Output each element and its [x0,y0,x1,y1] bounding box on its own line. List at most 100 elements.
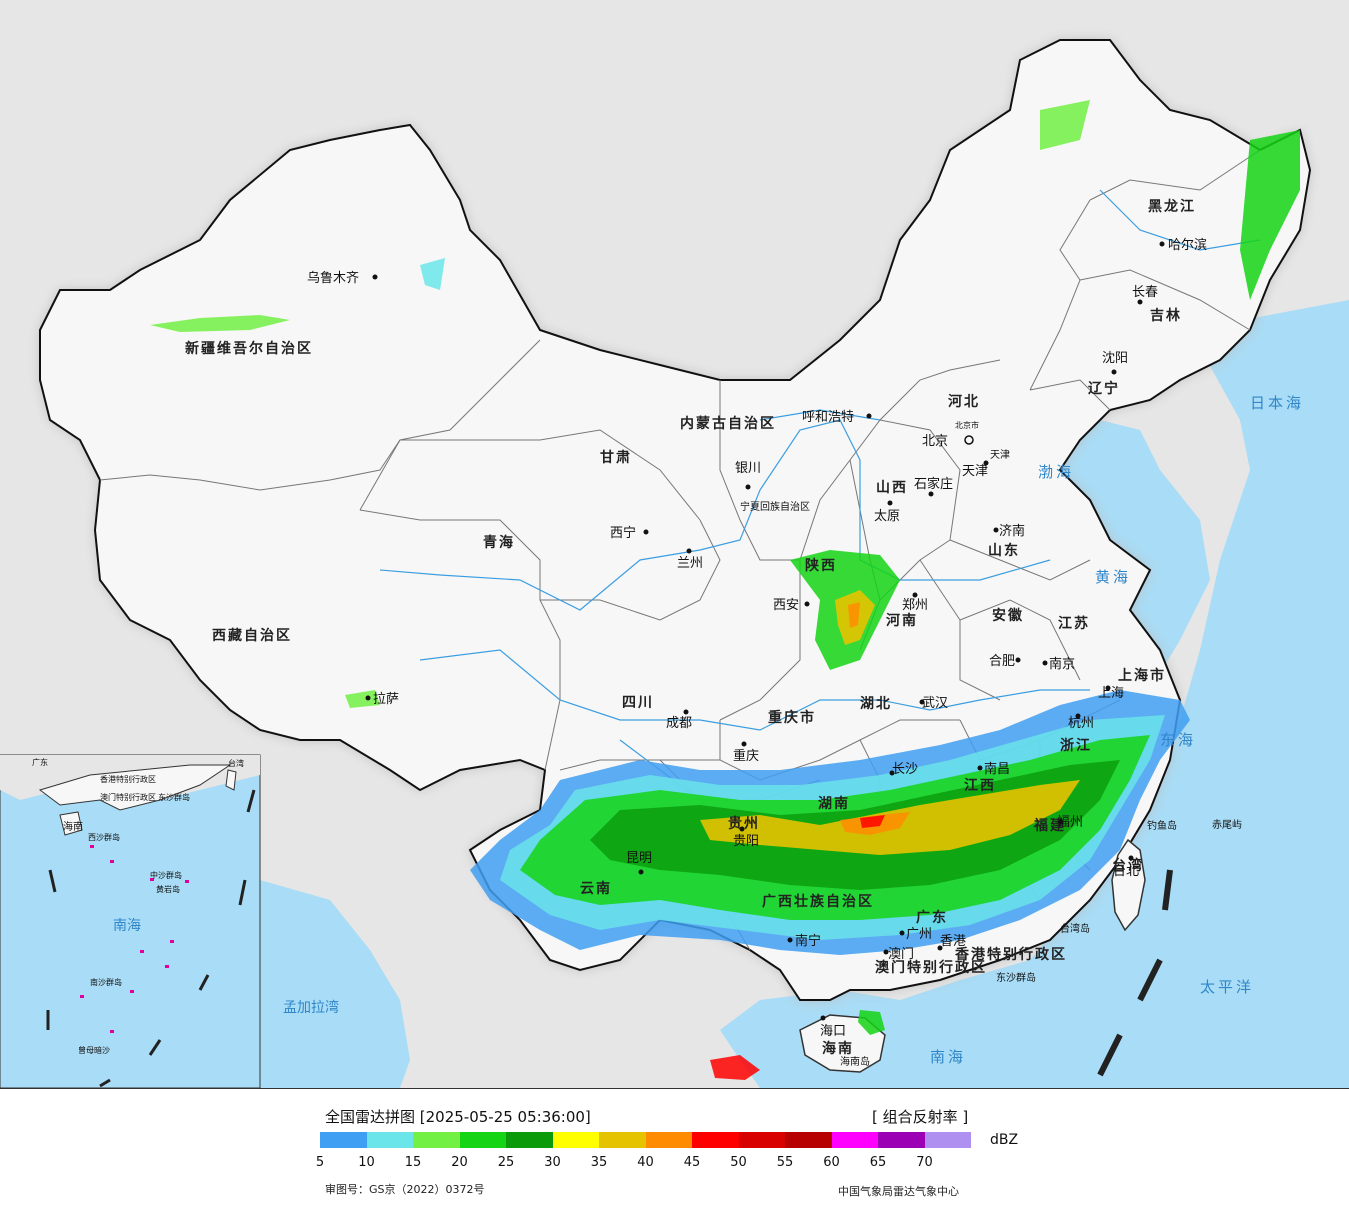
label-tianjin: 天津 [962,464,988,479]
japan-sea-area [1230,320,1349,460]
label-japan-sea: 日本海 [1250,394,1304,412]
legend-tick-label: 45 [683,1155,701,1170]
legend-color-cell [506,1132,553,1148]
label-xian: 西安 [773,598,799,613]
label-hainan: 海南 [822,1040,854,1057]
label-taiwan-island: 台湾岛 [1060,922,1090,935]
legend-color-cell [552,1132,599,1148]
label-shanghai-shi: 上海市 [1118,667,1166,684]
inset-labels: 南海 海南 广东 香港特别行政区 澳门特别行政区 东沙群岛 西沙群岛 中沙群岛 … [32,757,244,1055]
echo-hainan-red [710,1055,760,1080]
label-nanchang: 南昌 [984,761,1010,777]
inset-label-south-sea: 南海 [113,918,141,934]
label-south-china-sea: 南海 [930,1048,966,1066]
label-bay-of-bengal: 孟加拉湾 [283,999,339,1016]
legend-color-cell [831,1132,878,1148]
legend-tick-label: 30 [544,1155,561,1170]
legend-product: [ 组合反射率 ] [872,1108,969,1126]
label-taiyuan: 太原 [874,509,900,524]
echo-northeast-green [1240,130,1300,300]
legend-color-cell [320,1132,367,1148]
inset-label-zengmu: 曾母暗沙 [78,1045,110,1055]
label-xinjiang: 新疆维吾尔自治区 [185,340,313,357]
label-yellow-sea: 黄海 [1095,568,1131,586]
label-shanxi: 山西 [876,480,908,496]
taiwan-island [1111,838,1146,932]
city-labels: 乌鲁木齐 拉萨 西宁 兰州 银川 成都 昆明 呼和浩特 北京 天津 石家庄 太原… [307,237,1207,1039]
label-beijing: 北京 [922,434,948,449]
label-tianjin-prov: 天津 [990,449,1010,461]
inset-label-dongsha: 东沙群岛 [158,792,190,802]
maritime-boundary-dashes [1097,869,1173,1077]
echo-north-green [1040,100,1090,150]
legend-tick-label: 35 [590,1155,608,1170]
label-nanning: 南宁 [795,933,821,949]
inset-label-taiwan: 台湾 [228,758,244,768]
label-taiwan: 台湾 [1112,857,1144,874]
legend-tick-label: 10 [358,1155,375,1170]
echo-shaanxi-orange [848,602,860,628]
south-china-sea-inset [0,754,261,1088]
legend-color-cell [924,1132,971,1148]
label-east-china-sea: 东海 [1160,731,1196,749]
echo-south-red [860,815,885,828]
label-ningxia: 宁夏回族自治区 [740,500,810,513]
data-source: 中国气象局雷达气象中心 [838,1185,959,1198]
city-markers [365,241,1165,1021]
legend-color-cell [413,1132,460,1148]
legend-color-cell [366,1132,413,1148]
label-chengdu: 成都 [666,716,692,731]
radar-echoes [150,100,1300,1080]
radar-map: 新疆维吾尔自治区 西藏自治区 青海 甘肃 四川 云南 内蒙古自治区 宁夏回族自治… [0,0,1349,1088]
legend-color-cell [599,1132,646,1148]
hainan-island [799,1014,886,1073]
label-hunan: 湖南 [818,795,850,812]
label-dongsha-islands: 东沙群岛 [996,971,1036,984]
echo-xinjiang-green [150,315,290,332]
inset-label-hainan: 海南 [63,820,83,833]
inset-label-xisha: 西沙群岛 [88,832,120,842]
inset-label-huangyan: 黄岩岛 [156,884,180,894]
label-guangxi: 广西壮族自治区 [762,893,874,910]
label-liaoning: 辽宁 [1088,380,1120,397]
inset-label-nansha: 南沙群岛 [90,977,122,987]
label-macau: 澳门 [888,946,914,962]
legend-tick-label: 25 [497,1155,515,1170]
inset-label-macau: 澳门特别行政区 [100,792,156,802]
legend-tick-label: 50 [730,1155,747,1170]
label-heilongjiang: 黑龙江 [1148,198,1196,215]
legend-color-cell [459,1132,506,1148]
label-hongkong-sar: 香港特别行政区 [954,946,1067,963]
label-guizhou: 贵州 [728,815,760,832]
label-henan: 河南 [886,612,918,629]
label-anhui: 安徽 [992,607,1024,624]
legend-tick-label: 60 [823,1155,840,1170]
legend-color-cell [738,1132,785,1148]
label-jinan: 济南 [999,523,1025,539]
inset-label-hongkong: 香港特别行政区 [100,774,156,784]
inset-label-guangdong: 广东 [32,757,48,767]
label-changchun: 长春 [1132,285,1158,300]
label-jiangsu: 江苏 [1058,615,1090,632]
label-taipei: 台北 [1113,864,1139,879]
label-hangzhou: 杭州 [1068,716,1094,731]
label-macau-sar: 澳门特别行政区 [875,959,987,976]
sea-labels: 日本海 渤海 黄海 东海 太平洋 南海 孟加拉湾 [283,394,1304,1066]
legend-tick-label: 65 [869,1155,887,1170]
legend-color-cell [878,1132,925,1148]
echo-tibet-green [345,690,380,708]
inset-label-zhongsha: 中沙群岛 [150,870,182,880]
label-lanzhou: 兰州 [677,556,703,571]
legend-tick-label: 70 [916,1155,933,1170]
label-hefei: 合肥 [989,654,1015,669]
legend-tick-label: 55 [776,1155,794,1170]
label-beijing-shi: 北京市 [955,420,979,430]
label-harbin: 哈尔滨 [1168,237,1207,253]
legend-unit: dBZ [990,1132,1019,1148]
legend-title: 全国雷达拼图 [2025-05-25 05:36:00] [325,1108,591,1126]
label-chongqing-city: 重庆 [733,748,759,764]
label-guangzhou: 广州 [906,927,932,942]
radar-legend: 全国雷达拼图 [2025-05-25 05:36:00] [ 组合反射率 ] d… [0,1088,1349,1209]
label-guangdong: 广东 [916,909,948,926]
